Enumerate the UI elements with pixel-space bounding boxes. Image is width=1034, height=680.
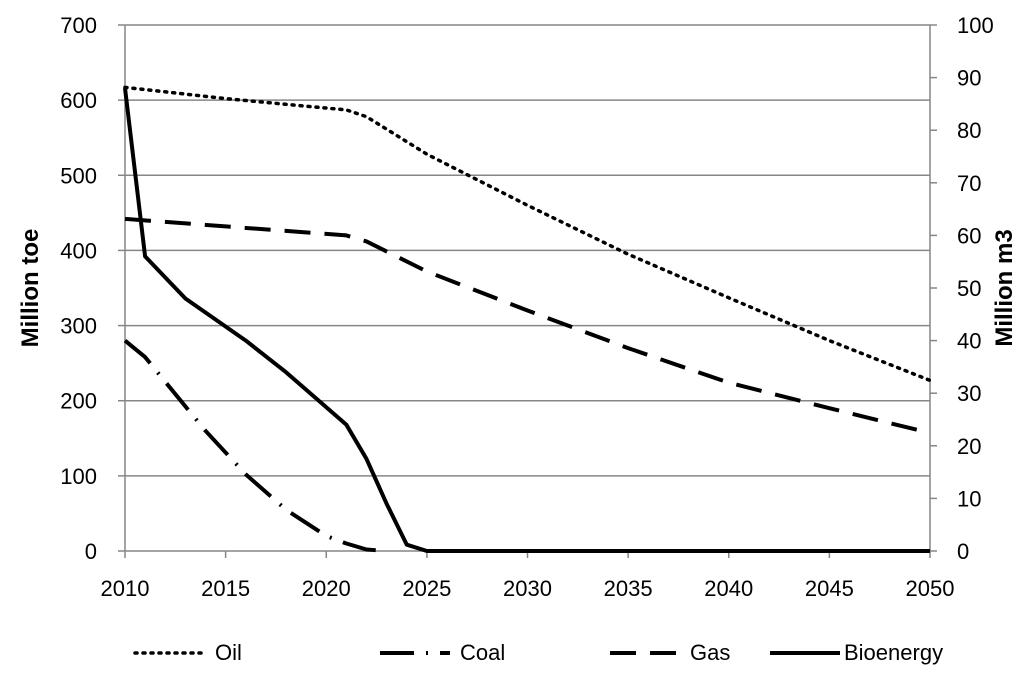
series-line-gas xyxy=(124,216,931,435)
legend-label: Coal xyxy=(460,640,505,665)
y-axis-title-left: Million toe xyxy=(17,229,44,348)
legend-label: Bioenergy xyxy=(844,640,943,665)
y-tick-label-left: 500 xyxy=(60,163,97,188)
series-lines xyxy=(123,85,932,553)
x-tick-label: 2030 xyxy=(503,576,552,601)
legend-label: Oil xyxy=(215,640,242,665)
x-tick-label: 2015 xyxy=(201,576,250,601)
y-tick-label-right: 50 xyxy=(957,276,981,301)
y-tick-label-right: 30 xyxy=(957,381,981,406)
y-tick-label-left: 200 xyxy=(60,389,97,414)
legend-item-gas: Gas xyxy=(610,640,730,665)
y-tick-label-left: 0 xyxy=(85,539,97,564)
y-tick-label-right: 100 xyxy=(957,13,994,38)
legend: Oil Coal Gas Bioenergy xyxy=(133,640,943,665)
x-tick-label: 2040 xyxy=(704,576,753,601)
x-tick-label: 2045 xyxy=(805,576,854,601)
series-line-bioenergy xyxy=(123,87,930,553)
gridlines xyxy=(125,24,930,477)
y-tick-label-right: 90 xyxy=(957,66,981,91)
tick-labels: 0100200300400500600700010203040506070809… xyxy=(60,13,993,601)
legend-item-oil: Oil xyxy=(133,640,242,665)
series-line-oil xyxy=(123,85,932,383)
y-tick-label-right: 10 xyxy=(957,486,981,511)
y-tick-label-right: 80 xyxy=(957,118,981,143)
axes xyxy=(118,24,937,558)
y-tick-label-left: 100 xyxy=(60,464,97,489)
y-tick-label-left: 300 xyxy=(60,314,97,339)
x-tick-label: 2020 xyxy=(302,576,351,601)
y-axis-title-right: Million m3 xyxy=(991,229,1018,346)
series-line-coal xyxy=(123,339,387,553)
x-tick-label: 2035 xyxy=(604,576,653,601)
legend-item-coal: Coal xyxy=(380,640,505,665)
y-tick-label-right: 0 xyxy=(957,539,969,564)
y-tick-label-right: 70 xyxy=(957,171,981,196)
y-tick-label-left: 400 xyxy=(60,238,97,263)
y-tick-label-right: 40 xyxy=(957,329,981,354)
x-tick-label: 2010 xyxy=(101,576,150,601)
legend-label: Gas xyxy=(690,640,730,665)
x-tick-label: 2050 xyxy=(906,576,955,601)
x-tick-label: 2025 xyxy=(402,576,451,601)
legend-item-bioenergy: Bioenergy xyxy=(770,640,943,665)
y-tick-label-left: 600 xyxy=(60,88,97,113)
y-tick-label-right: 60 xyxy=(957,223,981,248)
y-tick-label-right: 20 xyxy=(957,434,981,459)
y-tick-label-left: 700 xyxy=(60,13,97,38)
